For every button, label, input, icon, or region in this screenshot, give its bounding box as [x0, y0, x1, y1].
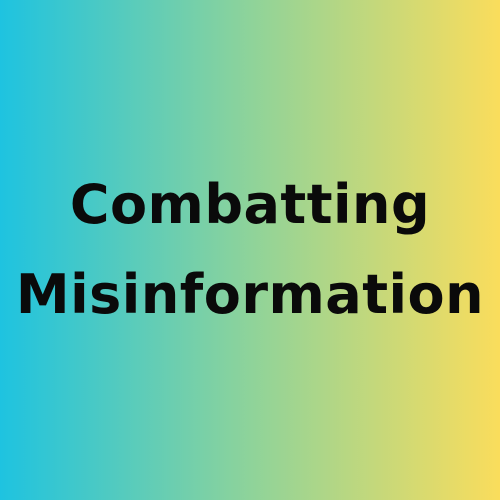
title-line-2: Misinformation	[15, 263, 485, 326]
title-line-1: Combatting	[69, 173, 431, 236]
title-text: Combatting Misinformation	[16, 160, 484, 340]
